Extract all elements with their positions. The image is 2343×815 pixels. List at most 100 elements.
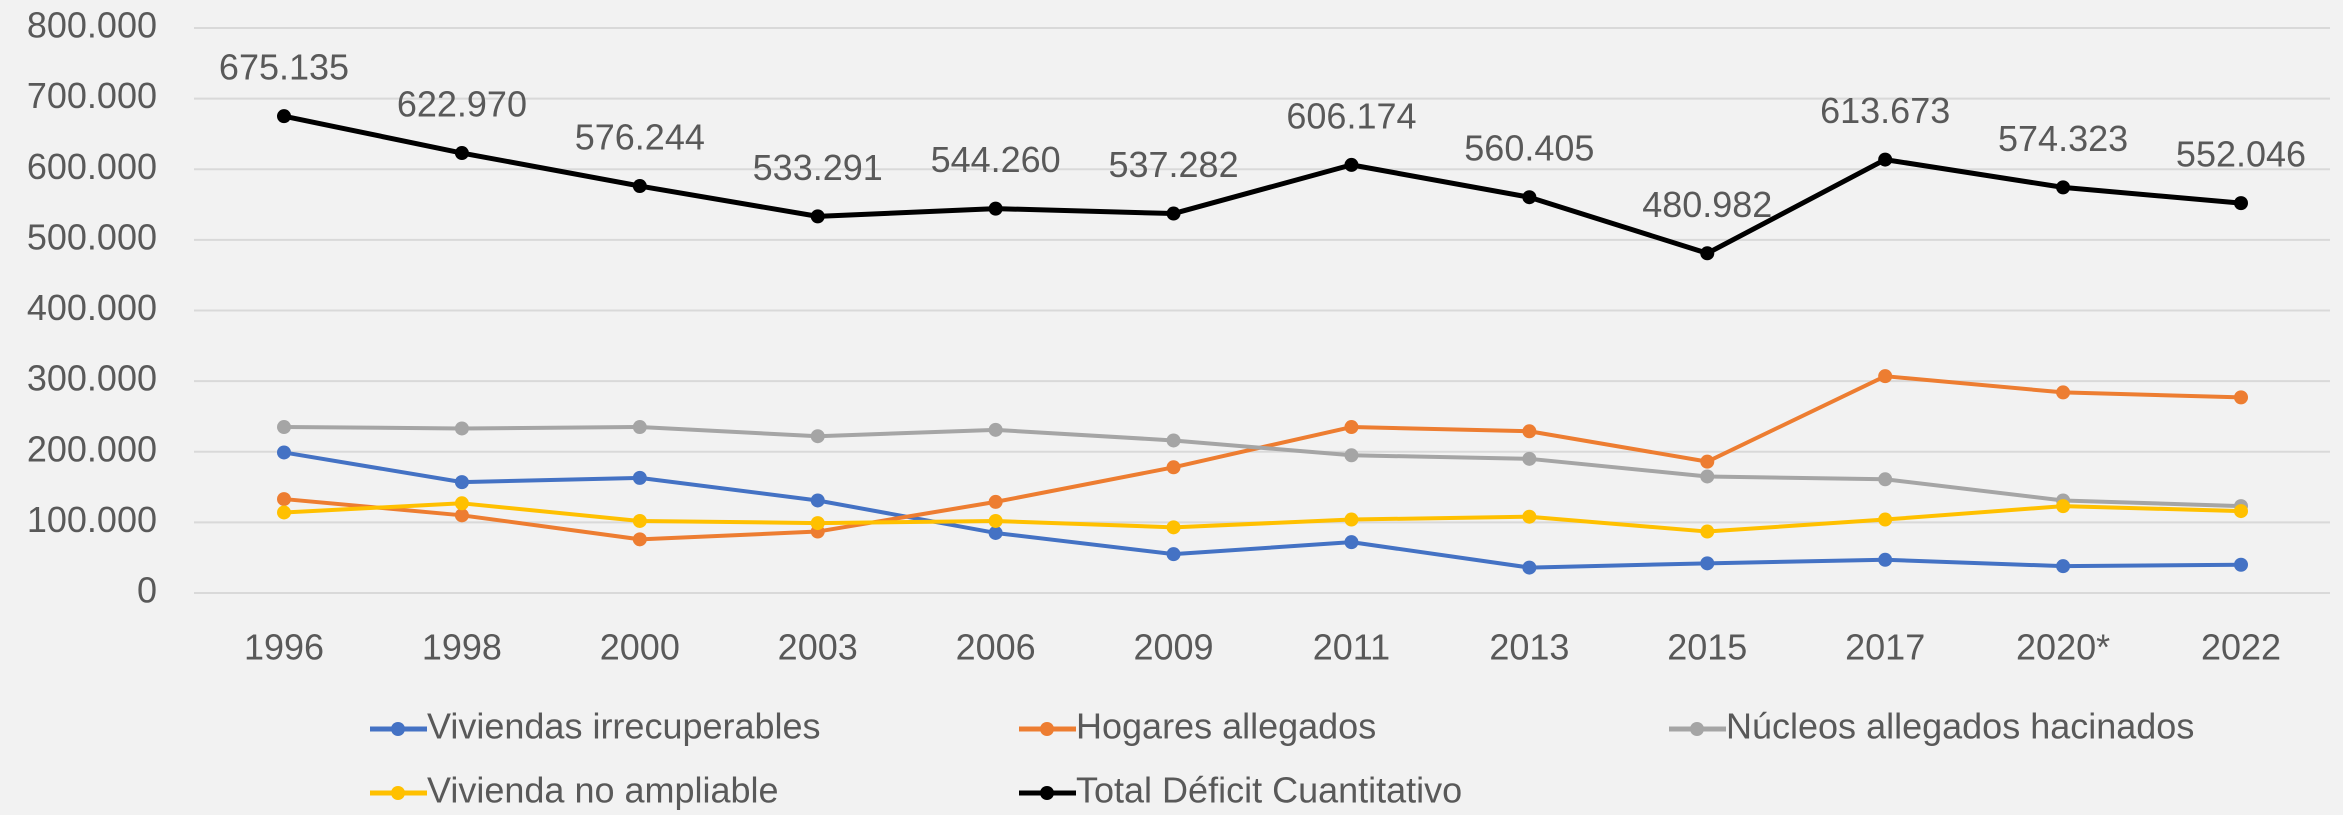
y-tick-label: 600.000: [27, 146, 157, 187]
data-point: [1522, 190, 1537, 205]
data-label: 480.982: [1642, 184, 1772, 225]
legend-label: Total Déficit Cuantitativo: [1076, 770, 1462, 811]
y-tick-label: 800.000: [27, 5, 157, 46]
data-point: [2056, 385, 2071, 400]
data-point: [2234, 557, 2248, 572]
x-tick-label: 2015: [1667, 627, 1747, 668]
y-tick-label: 300.000: [27, 358, 157, 399]
data-point: [277, 420, 291, 435]
data-point: [988, 513, 1003, 528]
data-point: [1344, 157, 1359, 172]
data-label: 533.291: [753, 147, 883, 188]
y-tick-label: 400.000: [27, 287, 157, 328]
data-point: [454, 475, 469, 490]
data-point: [1166, 547, 1181, 562]
data-point: [632, 179, 647, 194]
data-point: [2056, 499, 2071, 514]
data-point: [1166, 433, 1181, 448]
x-tick-label: 1996: [244, 627, 324, 668]
legend-label: Vivienda no ampliable: [427, 770, 779, 811]
data-point: [1878, 552, 1893, 567]
data-point: [1344, 535, 1359, 550]
legend-label: Núcleos allegados hacinados: [1726, 706, 2194, 747]
data-point: [810, 516, 825, 531]
x-tick-label: 2013: [1489, 627, 1569, 668]
data-label: 606.174: [1286, 95, 1416, 136]
data-point: [1700, 556, 1715, 571]
data-point: [1166, 460, 1181, 475]
data-point: [1522, 560, 1537, 575]
data-point: [810, 429, 825, 444]
y-tick-label: 100.000: [27, 499, 157, 540]
data-point: [277, 445, 291, 460]
data-point: [277, 505, 291, 520]
data-label: 574.323: [1998, 118, 2128, 159]
data-point: [2234, 504, 2248, 519]
data-point: [2056, 559, 2071, 574]
legend-label: Viviendas irrecuperables: [427, 706, 821, 747]
data-label: 622.970: [397, 84, 527, 125]
y-tick-label: 500.000: [27, 216, 157, 257]
series-line: [283, 501, 2242, 534]
x-tick-label: 1998: [422, 627, 502, 668]
legend-swatch-dot: [391, 722, 405, 736]
data-label: 544.260: [931, 139, 1061, 180]
data-label: 560.405: [1464, 128, 1594, 169]
data-point: [1344, 448, 1359, 463]
data-point: [1700, 524, 1715, 539]
legend-swatch-dot: [1040, 786, 1054, 800]
data-point: [1344, 420, 1359, 435]
data-point: [454, 496, 469, 511]
data-point: [454, 421, 469, 436]
data-label: 675.135: [219, 47, 349, 88]
data-point: [1700, 469, 1715, 484]
y-tick-label: 700.000: [27, 75, 157, 116]
data-label: 552.046: [2176, 134, 2306, 175]
x-tick-label: 2009: [1133, 627, 1213, 668]
x-tick-label: 2003: [778, 627, 858, 668]
legend-swatch-dot: [1690, 722, 1704, 736]
data-point: [632, 532, 647, 547]
data-point: [1878, 512, 1893, 527]
data-point: [1878, 369, 1893, 384]
y-tick-label: 200.000: [27, 428, 157, 469]
data-point: [1878, 152, 1893, 167]
data-point: [1522, 424, 1537, 439]
x-tick-label: 2011: [1313, 627, 1390, 668]
legend-swatch-dot: [1040, 722, 1054, 736]
x-tick-label: 2006: [956, 627, 1036, 668]
data-point: [277, 109, 291, 124]
data-label: 576.244: [575, 117, 705, 158]
data-point: [1166, 520, 1181, 535]
data-point: [1522, 509, 1537, 524]
data-point: [632, 420, 647, 435]
data-point: [810, 209, 825, 224]
data-point: [988, 494, 1003, 509]
x-tick-label: 2017: [1845, 627, 1925, 668]
data-point: [810, 493, 825, 508]
data-point: [277, 492, 291, 507]
data-point: [2234, 390, 2248, 405]
x-tick-label: 2020*: [2016, 627, 2110, 668]
data-point: [454, 508, 469, 523]
data-point: [632, 513, 647, 528]
data-point: [1700, 246, 1715, 261]
y-tick-label: 0: [137, 570, 157, 611]
data-point: [632, 470, 647, 485]
data-point: [2234, 196, 2248, 211]
x-tick-label: 2022: [2201, 627, 2281, 668]
data-point: [454, 146, 469, 161]
data-point: [1166, 206, 1181, 221]
data-label: 613.673: [1820, 90, 1950, 131]
data-point: [988, 525, 1003, 540]
series-line: [283, 450, 2242, 570]
data-label: 537.282: [1108, 144, 1238, 185]
data-point: [988, 201, 1003, 216]
data-point: [1878, 472, 1893, 487]
data-point: [988, 422, 1003, 437]
data-point: [1700, 454, 1715, 469]
series-line: [283, 425, 2242, 509]
legend-label: Hogares allegados: [1076, 706, 1376, 747]
data-point: [2056, 180, 2071, 195]
